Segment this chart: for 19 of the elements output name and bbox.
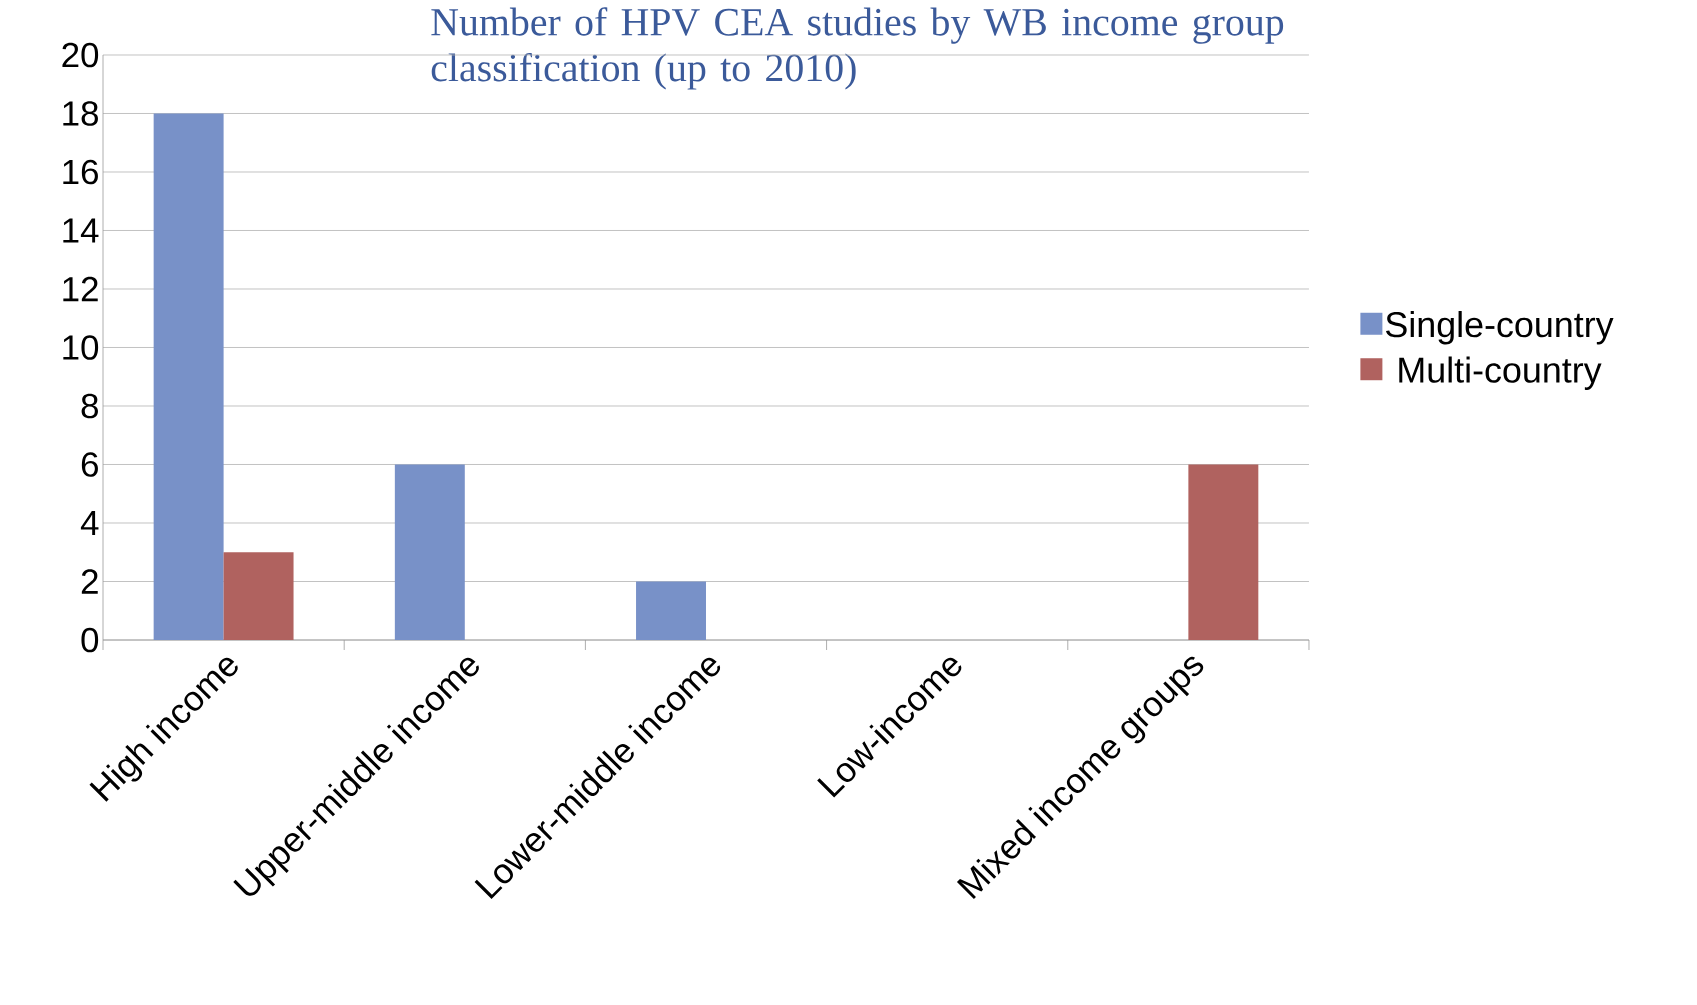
y-tick-label: 12 [63,276,98,302]
legend-label: Multi-country [1399,356,1602,390]
bar [223,552,294,640]
y-tick-label: 20 [62,42,99,68]
legend-label: Single-country [1386,311,1614,345]
bar [636,581,706,640]
y-tick-label: 2 [81,569,98,594]
y-tick-label: 0 [81,627,99,653]
y-tick-label: 16 [63,159,98,185]
y-tick-label: 4 [80,510,99,535]
y-tick-label: 10 [63,335,99,360]
bar [1188,464,1259,640]
bar [394,464,465,640]
y-tick-label: 18 [63,101,98,126]
bar [153,113,224,640]
chart-title: Number of HPV CEA studies by WB income group classification (up to 2010) [431,7,1284,90]
y-tick-label: 14 [63,218,99,243]
y-tick-label: 6 [81,452,98,477]
y-tick-label: 8 [81,393,98,419]
